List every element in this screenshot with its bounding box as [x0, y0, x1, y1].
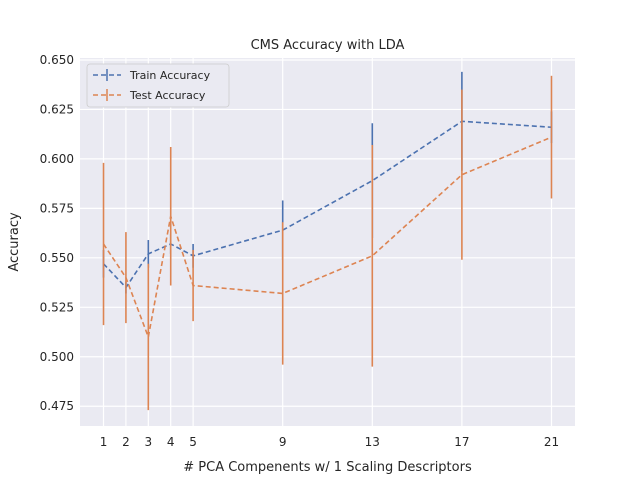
x-tick-label: 9	[279, 435, 287, 449]
x-tick-label: 13	[365, 435, 380, 449]
plot-background	[80, 58, 575, 426]
legend-label-test: Test Accuracy	[129, 89, 206, 102]
x-tick-label: 21	[544, 435, 559, 449]
series-test	[102, 75, 553, 411]
x-tick-label: 17	[454, 435, 469, 449]
y-tick-label: 0.475	[40, 399, 74, 413]
legend-label-train: Train Accuracy	[129, 69, 211, 82]
y-tick-label: 0.525	[40, 300, 74, 314]
y-tick-label: 0.500	[40, 350, 74, 364]
legend-entry-test: Test Accuracy	[93, 89, 206, 102]
x-axis-label: # PCA Compenents w/ 1 Scaling Descriptor…	[183, 460, 472, 475]
x-tick-label: 2	[122, 435, 130, 449]
y-tick-label: 0.550	[40, 251, 74, 265]
y-ticks: 0.475 0.500 0.525 0.550 0.575 0.600 0.625 0.650	[40, 53, 74, 413]
y-axis-label: Accuracy	[7, 212, 22, 272]
x-ticks: 1 2 3 4 5 9 13 17 21	[100, 435, 559, 449]
legend: Train Accuracy Test Accuracy	[86, 63, 230, 108]
series-layer	[102, 71, 553, 411]
x-tick-label: 4	[167, 435, 175, 449]
legend-entry-train: Train Accuracy	[93, 69, 211, 82]
y-tick-label: 0.625	[40, 102, 74, 116]
chart-title: CMS Accuracy with LDA	[251, 38, 405, 53]
y-tick-label: 0.575	[40, 201, 74, 215]
x-tick-label: 5	[189, 435, 197, 449]
y-tick-label: 0.600	[40, 152, 74, 166]
x-tick-label: 1	[100, 435, 108, 449]
x-tick-label: 3	[144, 435, 152, 449]
y-tick-label: 0.650	[40, 53, 74, 67]
legend-box	[86, 63, 230, 108]
